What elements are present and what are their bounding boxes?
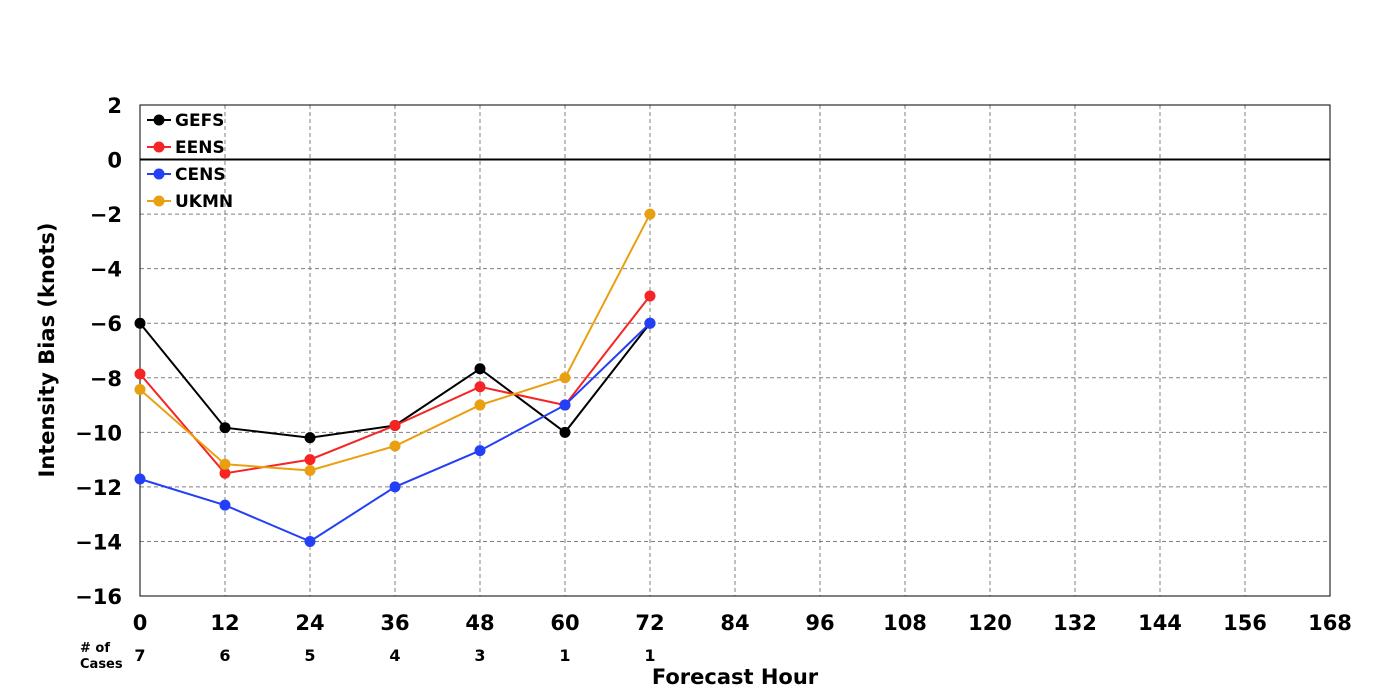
data-point-eens bbox=[134, 368, 146, 380]
x-tick-label: 72 bbox=[635, 611, 664, 635]
data-point-eens bbox=[304, 454, 316, 466]
legend-item-ukmn: UKMN bbox=[147, 192, 233, 212]
data-point-eens bbox=[644, 290, 656, 302]
cases-count: 3 bbox=[474, 646, 485, 665]
plot-frame bbox=[139, 104, 1331, 597]
data-point-eens bbox=[389, 420, 401, 432]
legend: GEFS EENS CENS UKMN bbox=[147, 111, 233, 212]
data-point-ukmn bbox=[644, 208, 656, 220]
legend-label: UKMN bbox=[175, 192, 233, 212]
data-point-gefs bbox=[304, 432, 316, 444]
legend-item-eens: EENS bbox=[147, 138, 225, 158]
legend-marker bbox=[153, 168, 165, 180]
x-tick-label: 12 bbox=[210, 611, 239, 635]
y-tick-label: −6 bbox=[90, 312, 122, 336]
y-tick-label: 2 bbox=[107, 94, 122, 118]
cases-count: 1 bbox=[559, 646, 570, 665]
cases-count: 1 bbox=[644, 646, 655, 665]
y-tick-label: −12 bbox=[75, 476, 122, 500]
x-tick-label: 156 bbox=[1223, 611, 1267, 635]
data-point-eens bbox=[474, 381, 486, 393]
cases-count: 7 bbox=[134, 646, 145, 665]
legend-item-gefs: GEFS bbox=[147, 111, 224, 131]
legend-marker bbox=[153, 114, 165, 126]
data-point-cens bbox=[389, 481, 401, 493]
legend-item-cens: CENS bbox=[147, 165, 226, 185]
y-tick-label: −14 bbox=[75, 530, 122, 554]
data-point-ukmn bbox=[559, 372, 571, 384]
data-point-cens bbox=[474, 445, 486, 457]
x-tick-label: 168 bbox=[1308, 611, 1352, 635]
x-tick-label: 96 bbox=[805, 611, 834, 635]
y-tick-label: −2 bbox=[90, 203, 122, 227]
grid-layer bbox=[140, 105, 1330, 596]
data-point-gefs bbox=[219, 422, 231, 434]
y-tick-label: −10 bbox=[75, 421, 122, 445]
y-tick-label: −16 bbox=[75, 585, 122, 609]
data-point-cens bbox=[304, 535, 316, 547]
series-layer bbox=[134, 208, 656, 547]
legend-label: EENS bbox=[175, 138, 225, 158]
data-point-ukmn bbox=[134, 384, 146, 396]
data-point-ukmn bbox=[219, 458, 231, 470]
x-tick-label: 108 bbox=[883, 611, 927, 635]
legend-marker bbox=[153, 195, 165, 207]
y-axis-title: Intensity Bias (knots) bbox=[35, 223, 59, 478]
cases-count: 4 bbox=[389, 646, 400, 665]
x-tick-labels: 0 12 24 36 48 60 72 84 96 108 120 132 144 156 168 bbox=[133, 611, 1352, 635]
cases-count: 5 bbox=[304, 646, 315, 665]
y-tick-labels: 2 0 −2 −4 −6 −8 −10 −12 −14 −16 bbox=[75, 94, 122, 609]
x-tick-label: 36 bbox=[380, 611, 409, 635]
legend-label: GEFS bbox=[175, 111, 224, 131]
cases-label-line1: # of bbox=[80, 641, 110, 656]
data-point-gefs bbox=[559, 426, 571, 438]
data-point-ukmn bbox=[389, 440, 401, 452]
legend-marker bbox=[153, 141, 165, 153]
x-tick-label: 144 bbox=[1138, 611, 1182, 635]
x-tick-label: 60 bbox=[550, 611, 579, 635]
x-tick-label: 84 bbox=[720, 611, 749, 635]
series-ukmn bbox=[134, 208, 656, 477]
cases-count: 6 bbox=[219, 646, 230, 665]
data-point-gefs bbox=[474, 363, 486, 375]
data-point-eens bbox=[219, 467, 231, 479]
series-cens bbox=[134, 317, 656, 547]
data-point-cens bbox=[644, 317, 656, 329]
data-point-cens bbox=[219, 499, 231, 511]
x-tick-label: 0 bbox=[133, 611, 148, 635]
data-point-ukmn bbox=[304, 465, 316, 477]
cases-label-line2: Cases bbox=[80, 657, 123, 672]
x-tick-label: 120 bbox=[968, 611, 1012, 635]
y-tick-label: −8 bbox=[90, 367, 122, 391]
x-tick-label: 24 bbox=[295, 611, 324, 635]
data-point-ukmn bbox=[474, 399, 486, 411]
data-point-cens bbox=[134, 473, 146, 485]
data-point-cens bbox=[559, 399, 571, 411]
legend-label: CENS bbox=[175, 165, 226, 185]
y-tick-label: −4 bbox=[90, 258, 122, 282]
y-tick-label: 0 bbox=[107, 149, 122, 173]
x-tick-label: 48 bbox=[465, 611, 494, 635]
cases-row: # of Cases 7 6 5 4 3 1 1 bbox=[80, 641, 656, 672]
x-tick-label: 132 bbox=[1053, 611, 1097, 635]
data-point-gefs bbox=[134, 317, 146, 329]
x-axis-title: Forecast Hour bbox=[652, 665, 819, 689]
